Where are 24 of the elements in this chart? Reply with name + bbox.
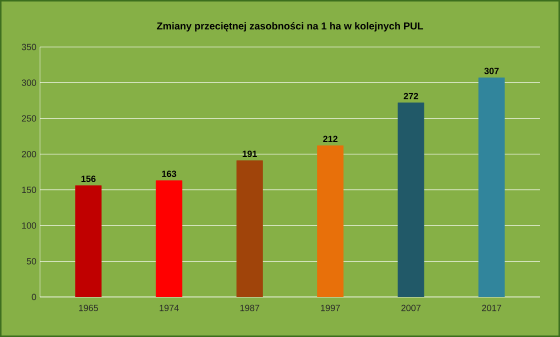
x-tick-label: 1997: [321, 304, 340, 312]
x-tick-label: 1974: [160, 304, 179, 312]
chart-title: Zmiany przeciętnej zasobności na 1 ha w kolejnych PUL: [156, 22, 424, 32]
x-tick-label: 1987: [240, 304, 260, 312]
y-tick-label: 350: [22, 44, 36, 50]
y-tick-label: 0: [32, 294, 36, 300]
x-tick-label: 1965: [79, 304, 98, 312]
y-tick-label: 300: [22, 80, 36, 86]
bar: [478, 78, 505, 297]
y-tick-label: 100: [22, 222, 36, 229]
data-label: 272: [404, 92, 418, 100]
y-tick-label: 200: [22, 150, 36, 158]
data-label: 163: [162, 170, 176, 178]
data-label: 156: [81, 176, 96, 182]
data-label: 212: [323, 136, 338, 142]
bar: [156, 180, 182, 297]
y-tick-label: 150: [22, 186, 36, 194]
bar: [236, 160, 263, 297]
data-label: 307: [484, 68, 499, 74]
x-tick-label: 2007: [401, 304, 421, 312]
bar: [398, 102, 424, 297]
y-tick-label: 50: [26, 258, 36, 264]
x-tick-label: 2017: [482, 304, 502, 312]
y-tick-label: 250: [22, 115, 36, 122]
